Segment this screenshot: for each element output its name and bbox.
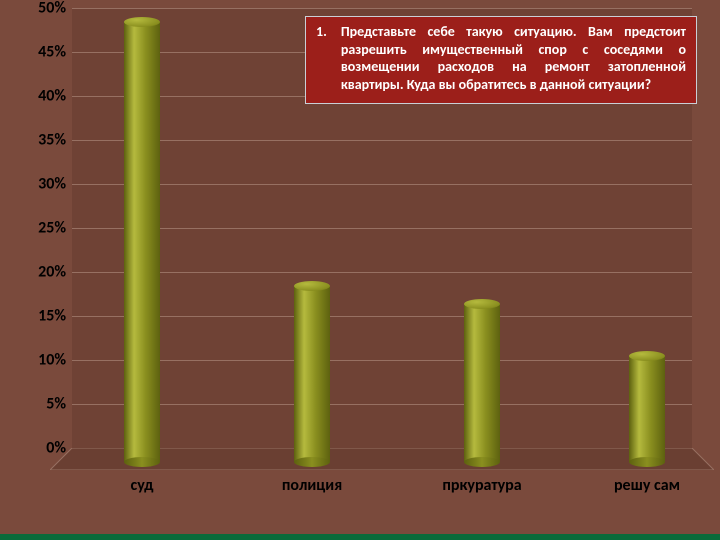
bar-bottom-cap bbox=[124, 457, 160, 467]
slide: 0%5%10%15%20%25%30%35%40%45%50% судполиц… bbox=[0, 0, 720, 540]
x-tick-label: суд bbox=[62, 476, 222, 495]
y-axis: 0%5%10%15%20%25%30%35%40%45%50% bbox=[12, 8, 72, 468]
bar-body bbox=[124, 22, 160, 462]
y-tick-label: 40% bbox=[38, 87, 66, 106]
y-tick-label: 20% bbox=[38, 263, 66, 282]
bar-bottom-cap bbox=[629, 457, 665, 467]
bar-top-cap bbox=[464, 299, 500, 309]
bar bbox=[464, 304, 500, 462]
callout-number: 1. bbox=[316, 23, 327, 93]
bar-top-cap bbox=[124, 17, 160, 27]
x-tick-label: решу сам bbox=[567, 476, 720, 495]
x-tick-label: пркуратура bbox=[402, 476, 562, 495]
bar-body bbox=[629, 356, 665, 462]
y-tick-label: 5% bbox=[46, 395, 66, 414]
y-tick-label: 30% bbox=[38, 175, 66, 194]
y-tick-label: 50% bbox=[38, 0, 66, 18]
callout-text: Представьте себе такую ситуацию. Вам пре… bbox=[341, 23, 686, 93]
bar-bottom-cap bbox=[294, 457, 330, 467]
x-tick-label: полиция bbox=[232, 476, 392, 495]
y-tick-label: 10% bbox=[38, 351, 66, 370]
x-axis: судполицияпркуратурарешу сам bbox=[72, 476, 692, 506]
y-tick-label: 35% bbox=[38, 131, 66, 150]
bar-bottom-cap bbox=[464, 457, 500, 467]
bar-body bbox=[464, 304, 500, 462]
bar-body bbox=[294, 286, 330, 462]
bar bbox=[629, 356, 665, 462]
y-tick-label: 45% bbox=[38, 43, 66, 62]
y-tick-label: 25% bbox=[38, 219, 66, 238]
bar bbox=[124, 22, 160, 462]
y-tick-label: 15% bbox=[38, 307, 66, 326]
question-callout: 1. Представьте себе такую ситуацию. Вам … bbox=[305, 16, 697, 104]
bar bbox=[294, 286, 330, 462]
bar-top-cap bbox=[294, 281, 330, 291]
slide-bottom-accent bbox=[0, 534, 720, 540]
